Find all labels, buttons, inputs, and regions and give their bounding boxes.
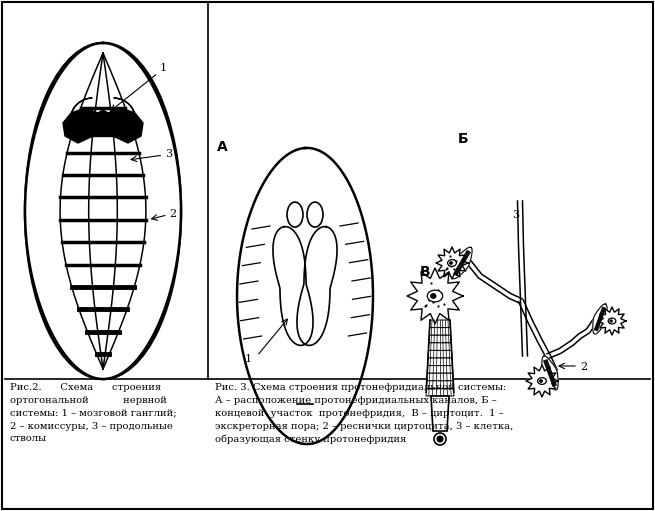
Text: В: В <box>420 265 430 279</box>
Text: Б: Б <box>458 132 468 146</box>
Polygon shape <box>63 108 143 143</box>
Text: 1: 1 <box>160 63 167 73</box>
Ellipse shape <box>287 202 303 227</box>
Polygon shape <box>427 373 453 381</box>
Polygon shape <box>273 226 313 345</box>
Ellipse shape <box>538 378 546 384</box>
Polygon shape <box>428 351 452 358</box>
Polygon shape <box>426 388 454 396</box>
Polygon shape <box>427 365 453 373</box>
Polygon shape <box>430 320 451 328</box>
Polygon shape <box>436 247 468 279</box>
Ellipse shape <box>540 380 542 382</box>
Polygon shape <box>429 335 451 343</box>
Polygon shape <box>542 356 558 390</box>
Ellipse shape <box>447 260 457 266</box>
Ellipse shape <box>449 262 453 264</box>
Text: 3: 3 <box>165 149 172 159</box>
Text: Рис. 3. Схема строения протонефридиальной системы:
А – расположение протонефриди: Рис. 3. Схема строения протонефридиально… <box>215 383 514 444</box>
Polygon shape <box>237 148 373 444</box>
Ellipse shape <box>608 318 616 324</box>
Text: 3: 3 <box>512 210 519 220</box>
Polygon shape <box>428 358 453 365</box>
Text: 2: 2 <box>580 362 587 372</box>
Polygon shape <box>431 396 449 431</box>
Text: 1: 1 <box>245 354 252 364</box>
Polygon shape <box>428 343 451 351</box>
Polygon shape <box>78 113 128 121</box>
Ellipse shape <box>437 436 443 442</box>
Ellipse shape <box>25 43 181 379</box>
Polygon shape <box>25 43 181 379</box>
Ellipse shape <box>610 320 612 322</box>
Polygon shape <box>598 307 626 335</box>
Polygon shape <box>407 268 463 324</box>
Text: А: А <box>217 140 228 154</box>
Polygon shape <box>429 328 451 335</box>
Polygon shape <box>526 365 558 397</box>
Polygon shape <box>426 381 454 388</box>
Polygon shape <box>297 226 337 345</box>
Text: 2: 2 <box>170 209 177 219</box>
Ellipse shape <box>307 202 323 227</box>
Polygon shape <box>593 304 607 334</box>
Ellipse shape <box>430 293 436 298</box>
Polygon shape <box>71 98 103 118</box>
Polygon shape <box>73 128 133 136</box>
Polygon shape <box>103 98 135 118</box>
Polygon shape <box>452 247 472 279</box>
Ellipse shape <box>427 290 443 302</box>
Text: Рис.2.      Схема      строения
ортогональной           нервной
системы: 1 – моз: Рис.2. Схема строения ортогональной нерв… <box>10 383 177 444</box>
Ellipse shape <box>434 433 446 445</box>
